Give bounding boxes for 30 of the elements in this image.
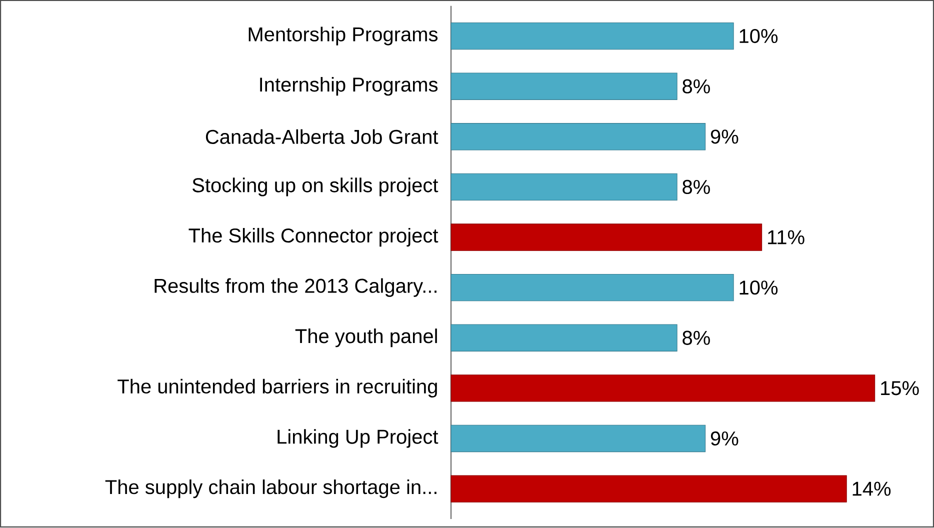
data-label: 9% xyxy=(710,432,738,446)
bar xyxy=(450,224,762,252)
bar xyxy=(450,374,876,402)
data-label: 11% xyxy=(768,230,804,245)
bar xyxy=(450,22,734,50)
bar xyxy=(450,475,847,503)
data-label: 14% xyxy=(852,482,891,496)
data-label: 8% xyxy=(682,180,710,194)
y-tick-label: Stocking up on skills project xyxy=(192,178,438,197)
data-label: 8% xyxy=(682,80,710,94)
data-label: 15% xyxy=(881,381,919,396)
y-tick-label: Internship Programs xyxy=(260,77,438,96)
y-tick-label: The youth panel xyxy=(295,328,437,348)
data-label: 10% xyxy=(740,29,778,44)
data-label: 8% xyxy=(682,331,710,346)
data-label: 9% xyxy=(710,130,738,144)
y-tick-label: Linking Up Project xyxy=(278,429,438,448)
y-tick-label: Results from the 2013 Calgary... xyxy=(154,278,436,298)
y-tick-label: Canada-Alberta Job Grant xyxy=(206,130,438,144)
bar xyxy=(450,174,678,201)
bar xyxy=(450,72,678,100)
bar xyxy=(450,324,678,352)
bar xyxy=(450,425,706,452)
y-tick-label: The Skills Connector project xyxy=(188,228,438,247)
data-label: 10% xyxy=(740,280,778,295)
bar xyxy=(450,274,734,302)
y-tick-label: Mentorship Programs xyxy=(248,26,438,46)
bar xyxy=(450,123,706,150)
y-tick-label: The supply chain labour shortage in... xyxy=(105,480,436,498)
y-tick-label: The unintended barriers in recruiting xyxy=(118,379,437,398)
